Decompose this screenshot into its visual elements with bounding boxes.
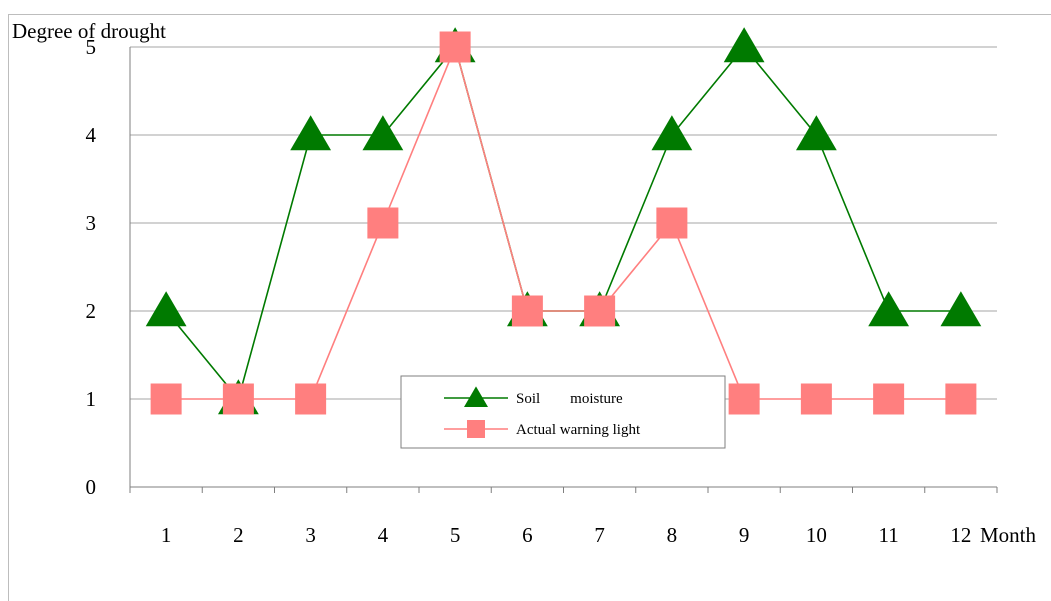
series-1 (145, 27, 982, 415)
square-marker (222, 383, 254, 415)
y-tick-label: 1 (86, 387, 97, 411)
x-tick-label: 8 (667, 523, 678, 547)
triangle-marker (868, 291, 910, 327)
x-tick-label: 7 (594, 523, 605, 547)
x-tick-label: 3 (305, 523, 316, 547)
x-tick-label: 6 (522, 523, 533, 547)
chart-frame (8, 14, 1051, 601)
x-tick-label: 9 (739, 523, 750, 547)
y-tick-label: 3 (86, 211, 97, 235)
triangle-marker (290, 115, 332, 151)
x-tick-label: 5 (450, 523, 461, 547)
series-group (145, 27, 982, 415)
x-tick-label: 4 (378, 523, 389, 547)
series-2 (150, 31, 977, 415)
legend-box (400, 375, 726, 449)
square-marker (800, 383, 832, 415)
y-tick-label: 4 (86, 123, 97, 147)
square-marker (728, 383, 760, 415)
square-marker (150, 383, 182, 415)
legend: Soil moisture Actual warning light (400, 375, 726, 449)
square-marker (656, 207, 688, 239)
y-axis-label: Degree of drought (12, 19, 166, 43)
y-tick-label: 0 (86, 475, 97, 499)
axes (129, 47, 998, 493)
square-marker (439, 31, 471, 63)
triangle-marker (795, 115, 837, 151)
x-tick-label: 2 (233, 523, 244, 547)
legend-square-marker (467, 420, 485, 438)
x-tick-label: 11 (879, 523, 899, 547)
square-marker (584, 295, 616, 327)
square-marker (873, 383, 905, 415)
square-marker (945, 383, 977, 415)
square-marker (511, 295, 543, 327)
square-marker (367, 207, 399, 239)
legend-triangle-marker (464, 386, 488, 407)
y-tick-label: 5 (86, 35, 97, 59)
square-marker (295, 383, 327, 415)
x-tick-labels: 1 2 3 4 5 6 7 8 9 10 11 12 (161, 523, 972, 547)
x-axis-label: Month (980, 523, 1037, 547)
x-tick-label: 10 (806, 523, 827, 547)
y-tick-label: 2 (86, 299, 97, 323)
legend-label: Actual warning light (516, 422, 641, 438)
triangle-marker (940, 291, 982, 327)
y-tick-labels: 0 1 2 3 4 5 (86, 35, 97, 499)
x-tick-label: 1 (161, 523, 172, 547)
triangle-marker (362, 115, 404, 151)
triangle-marker (145, 291, 187, 327)
triangle-marker (651, 115, 693, 151)
x-tick-label: 12 (950, 523, 971, 547)
gridlines (130, 46, 997, 400)
triangle-marker (723, 27, 765, 63)
legend-label: Soil moisture (516, 391, 623, 407)
